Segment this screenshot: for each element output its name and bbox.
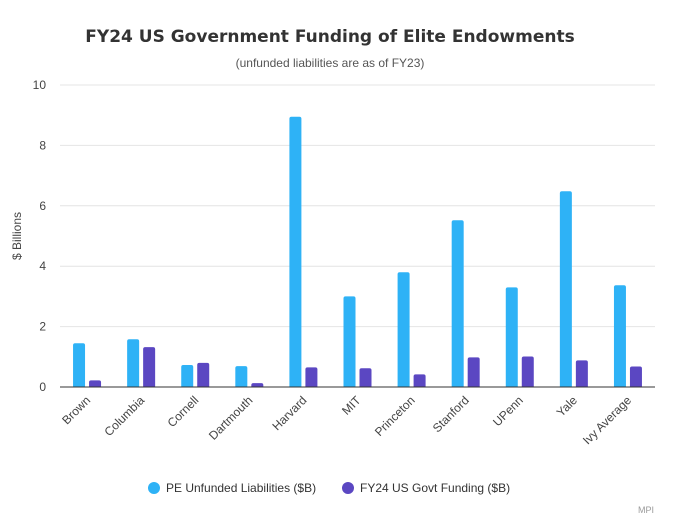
x-tick-label: Harvard [269,393,309,433]
bar-govt-funding-princeton[interactable] [413,374,426,387]
bar-pe-unfunded-yale[interactable] [559,191,572,387]
chart-subtitle: (unfunded liabilities are as of FY23) [236,56,425,70]
x-tick-label: Cornell [165,393,202,430]
bar-pe-unfunded-upenn[interactable] [505,287,518,387]
y-tick-label: 2 [39,320,46,334]
legend-swatch-govt-funding [342,482,354,494]
bar-govt-funding-cornell[interactable] [197,362,210,387]
bar-govt-funding-columbia[interactable] [143,347,156,387]
bar-govt-funding-yale[interactable] [575,360,588,387]
bar-pe-unfunded-brown[interactable] [73,343,86,387]
bar-govt-funding-brown[interactable] [89,380,102,387]
gridlines [60,84,655,328]
bar-pe-unfunded-mit[interactable] [343,296,356,387]
x-tick-labels: Brown Columbia Cornell Dartmouth Harvard MIT P… [59,393,634,448]
y-tick-labels: 0 2 4 6 8 10 [33,78,47,394]
legend-item-pe-unfunded[interactable]: PE Unfunded Liabilities ($B) [148,481,316,495]
bar-govt-funding-harvard[interactable] [305,367,318,387]
y-tick-label: 4 [39,259,46,273]
chart-title: FY24 US Government Funding of Elite Endo… [85,27,574,47]
x-tick-label: Ivy Average [580,393,634,447]
x-tick-label: Brown [59,393,93,427]
bar-pe-unfunded-dartmouth[interactable] [235,366,248,387]
x-tick-label: MIT [339,393,364,418]
bar-pe-unfunded-columbia[interactable] [127,339,140,387]
bar-govt-funding-stanford[interactable] [467,357,480,387]
y-tick-label: 8 [39,138,46,152]
x-tick-label: UPenn [490,393,526,429]
bar-govt-funding-mit[interactable] [359,368,372,387]
bar-pe-unfunded-princeton[interactable] [397,272,410,387]
legend-label-govt-funding: FY24 US Govt Funding ($B) [360,481,510,495]
chart-credit: MPI [638,505,654,515]
bar-pe-unfunded-ivy-average[interactable] [613,285,626,387]
y-tick-label: 6 [39,199,46,213]
bar-govt-funding-ivy-average[interactable] [629,366,642,387]
bar-pe-unfunded-cornell[interactable] [181,364,194,387]
x-tick-label: Columbia [102,393,148,439]
legend-item-govt-funding[interactable]: FY24 US Govt Funding ($B) [342,481,510,495]
bars [73,116,642,388]
legend: PE Unfunded Liabilities ($B) FY24 US Gov… [148,481,510,495]
bar-govt-funding-upenn[interactable] [521,356,534,387]
x-tick-label: Princeton [372,393,418,439]
bar-govt-funding-dartmouth[interactable] [251,383,264,387]
x-tick-label: Dartmouth [206,393,256,443]
bar-pe-unfunded-harvard[interactable] [289,116,302,388]
legend-label-pe-unfunded: PE Unfunded Liabilities ($B) [166,481,316,495]
y-tick-label: 10 [33,78,47,92]
y-axis-label: $ Billions [10,212,24,260]
bar-pe-unfunded-stanford[interactable] [451,220,464,387]
legend-swatch-pe-unfunded [148,482,160,494]
y-tick-label: 0 [39,380,46,394]
x-tick-label: Stanford [430,393,472,435]
x-tick-label: Yale [554,393,580,419]
